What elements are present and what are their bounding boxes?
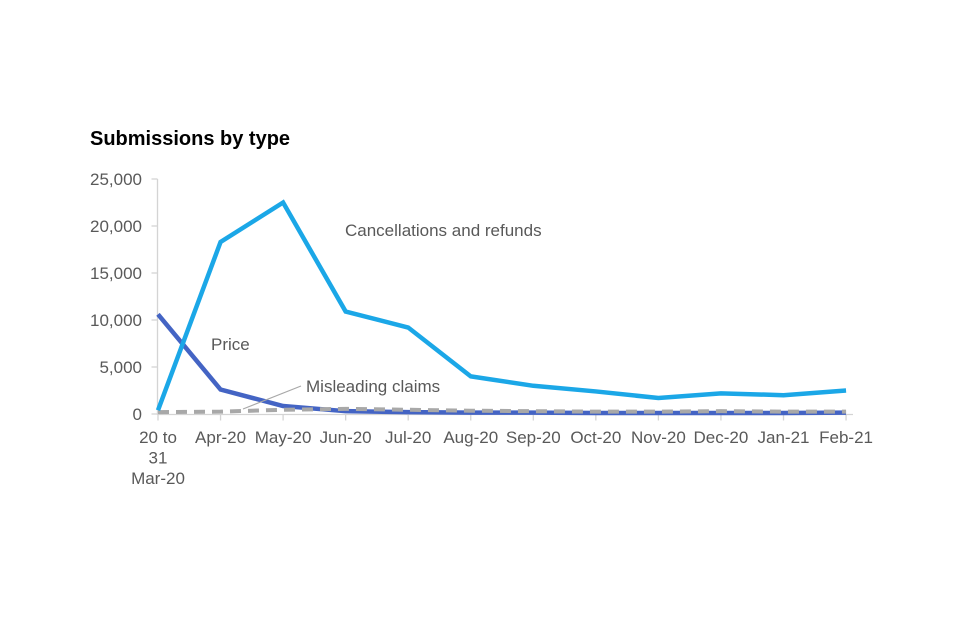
x-axis-tick-label: Jun-20: [320, 428, 372, 447]
series-line-price: [156, 312, 847, 416]
x-axis-tick-label: May-20: [255, 428, 312, 447]
series-line-misleading-claims: [157, 406, 847, 415]
x-axis-tick-label: 20 to 31 Mar-20: [131, 428, 185, 488]
y-axis-tick-label: 0: [133, 405, 142, 424]
y-axis-tick-label: 5,000: [99, 358, 142, 377]
series-label-misleading-claims: Misleading claims: [306, 377, 440, 396]
x-axis-tick-label: Feb-21: [819, 428, 873, 447]
series-label-cancellations-and-refunds: Cancellations and refunds: [345, 221, 542, 240]
series-line-cancellations-and-refunds: [155, 199, 847, 412]
y-axis-tick-label: 15,000: [90, 264, 142, 283]
x-axis-tick-label: Nov-20: [631, 428, 686, 447]
misleading-claims-leader-line: [242, 385, 302, 410]
x-axis-tick-label: Sep-20: [506, 428, 561, 447]
page-title: Submissions by type: [90, 128, 291, 150]
x-axis-tick-label: Dec-20: [694, 428, 749, 447]
x-axis-tick-label: Oct-20: [570, 428, 621, 447]
y-axis-tick-label: 20,000: [90, 217, 142, 236]
series-label-price: Price: [211, 335, 250, 354]
y-axis-tick-label: 10,000: [90, 311, 142, 330]
x-axis-tick-label: Jul-20: [385, 428, 431, 447]
x-axis-tick-label: Aug-20: [443, 428, 498, 447]
x-axis-tick-label: Jan-21: [758, 428, 810, 447]
x-axis-tick-label: Apr-20: [195, 428, 246, 447]
y-axis-tick-label: 25,000: [90, 170, 142, 189]
